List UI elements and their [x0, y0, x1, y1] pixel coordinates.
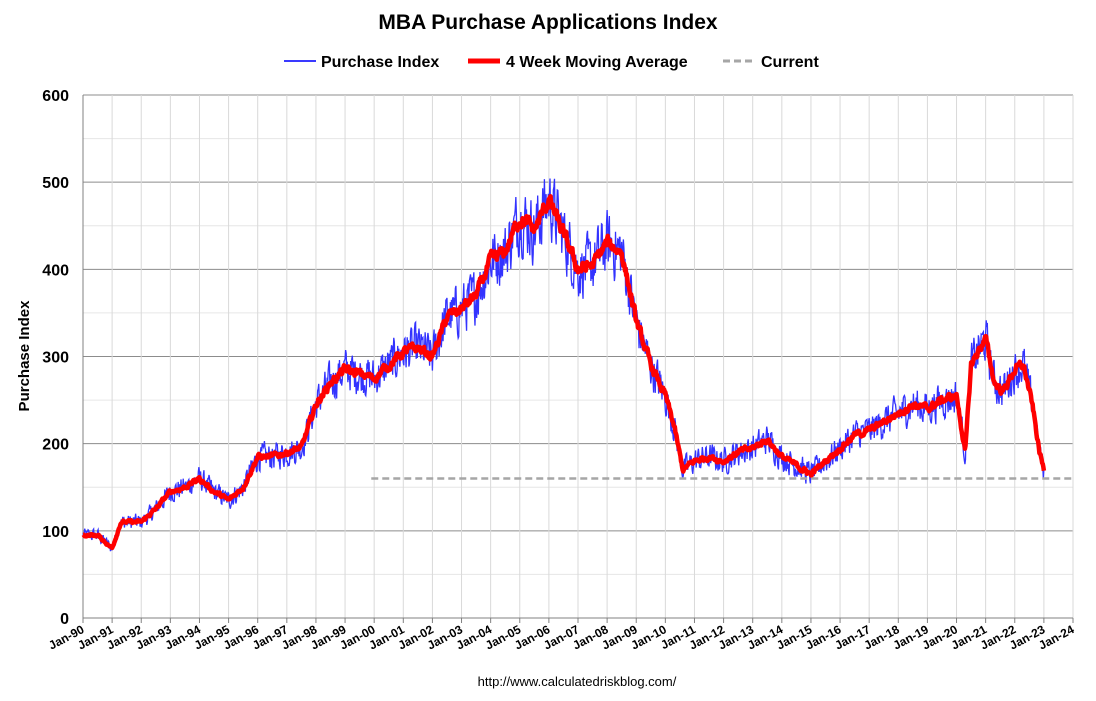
source-url: http://www.calculatedriskblog.com/: [478, 674, 677, 689]
chart-title: MBA Purchase Applications Index: [378, 11, 717, 34]
y-tick-label: 500: [42, 175, 69, 192]
plot-area: [81, 178, 1073, 552]
y-axis-label: Purchase Index: [16, 300, 33, 412]
legend-label-moving-average: 4 Week Moving Average: [506, 54, 688, 71]
legend-label-purchase-index: Purchase Index: [321, 54, 439, 71]
y-tick-label: 400: [42, 262, 69, 279]
grid: [82, 94, 1074, 619]
legend: Purchase Index 4 Week Moving Average Cur…: [284, 54, 819, 71]
y-tick-label: 600: [42, 88, 69, 105]
y-tick-label: 100: [42, 524, 69, 541]
y-tick-label: 200: [42, 437, 69, 454]
y-axis: 0 100 200 300 400 500 600: [42, 88, 69, 628]
series-line-moving-average: [81, 194, 1047, 551]
y-tick-label: 300: [42, 350, 69, 367]
legend-label-current: Current: [761, 54, 819, 71]
y-tick-label: 0: [60, 611, 69, 628]
x-axis: Jan-90Jan-91Jan-92Jan-93Jan-94Jan-95Jan-…: [46, 618, 1077, 653]
